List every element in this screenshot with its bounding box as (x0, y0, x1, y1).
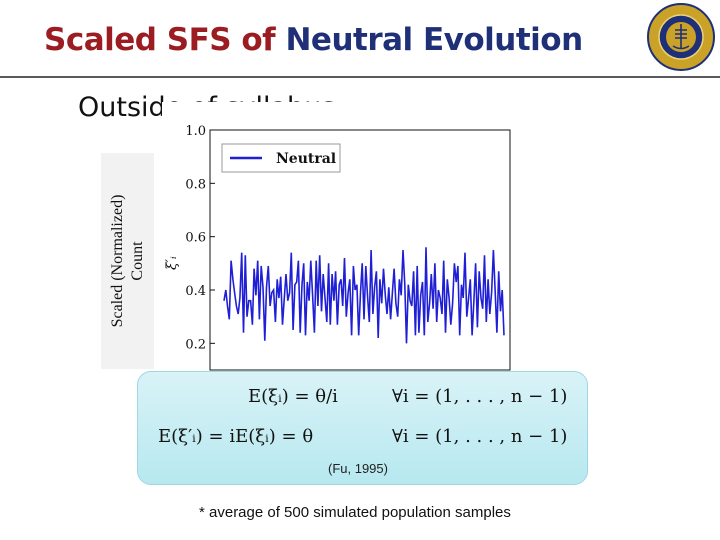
neutral-sfs-chart: 0.2 0.4 0.6 0.8 1.0 ξ′ᵢ Neutral (162, 102, 518, 374)
slide-title: Scaled SFS of Neutral Evolution (44, 22, 583, 58)
slide-title-part1: Scaled SFS of (44, 22, 286, 58)
y-tick-label: 0.4 (185, 284, 206, 299)
citation: (Fu, 1995) (328, 461, 388, 476)
formula-line2-rhs: ∀i = (1, . . . , n − 1) (392, 426, 568, 447)
formula-line2-lhs: E(ξ′ᵢ) = iE(ξᵢ) = θ (158, 426, 314, 447)
y-tick-label: 0.6 (185, 231, 206, 246)
ylabel-line2: Count (129, 241, 146, 281)
formula-box: E(ξᵢ) = θ/i ∀i = (1, . . . , n − 1) E(ξ′… (137, 371, 588, 485)
y-tick-label: 1.0 (185, 124, 206, 139)
y-tick-label: 0.8 (185, 177, 206, 192)
ylabel-box (101, 153, 154, 369)
y-tick-label: 0.2 (185, 337, 206, 352)
chart-axis-label: ξ′ᵢ (164, 256, 180, 270)
chart-background (162, 102, 518, 374)
slide-title-part2: Neutral Evolution (285, 22, 583, 58)
footnote: * average of 500 simulated population sa… (196, 497, 540, 540)
series-line-neutral (223, 247, 505, 344)
title-divider (0, 76, 720, 78)
legend-label-neutral: Neutral (276, 151, 336, 167)
plot-ylabel: Scaled (Normalized) Count (108, 195, 148, 328)
uc-san-diego-seal-icon (647, 3, 715, 71)
ylabel-line1: Scaled (Normalized) (109, 194, 126, 328)
formula-line1-lhs: E(ξᵢ) = θ/i (248, 386, 338, 407)
plot-frame (209, 129, 511, 371)
formula-line1-rhs: ∀i = (1, . . . , n − 1) (392, 386, 568, 407)
